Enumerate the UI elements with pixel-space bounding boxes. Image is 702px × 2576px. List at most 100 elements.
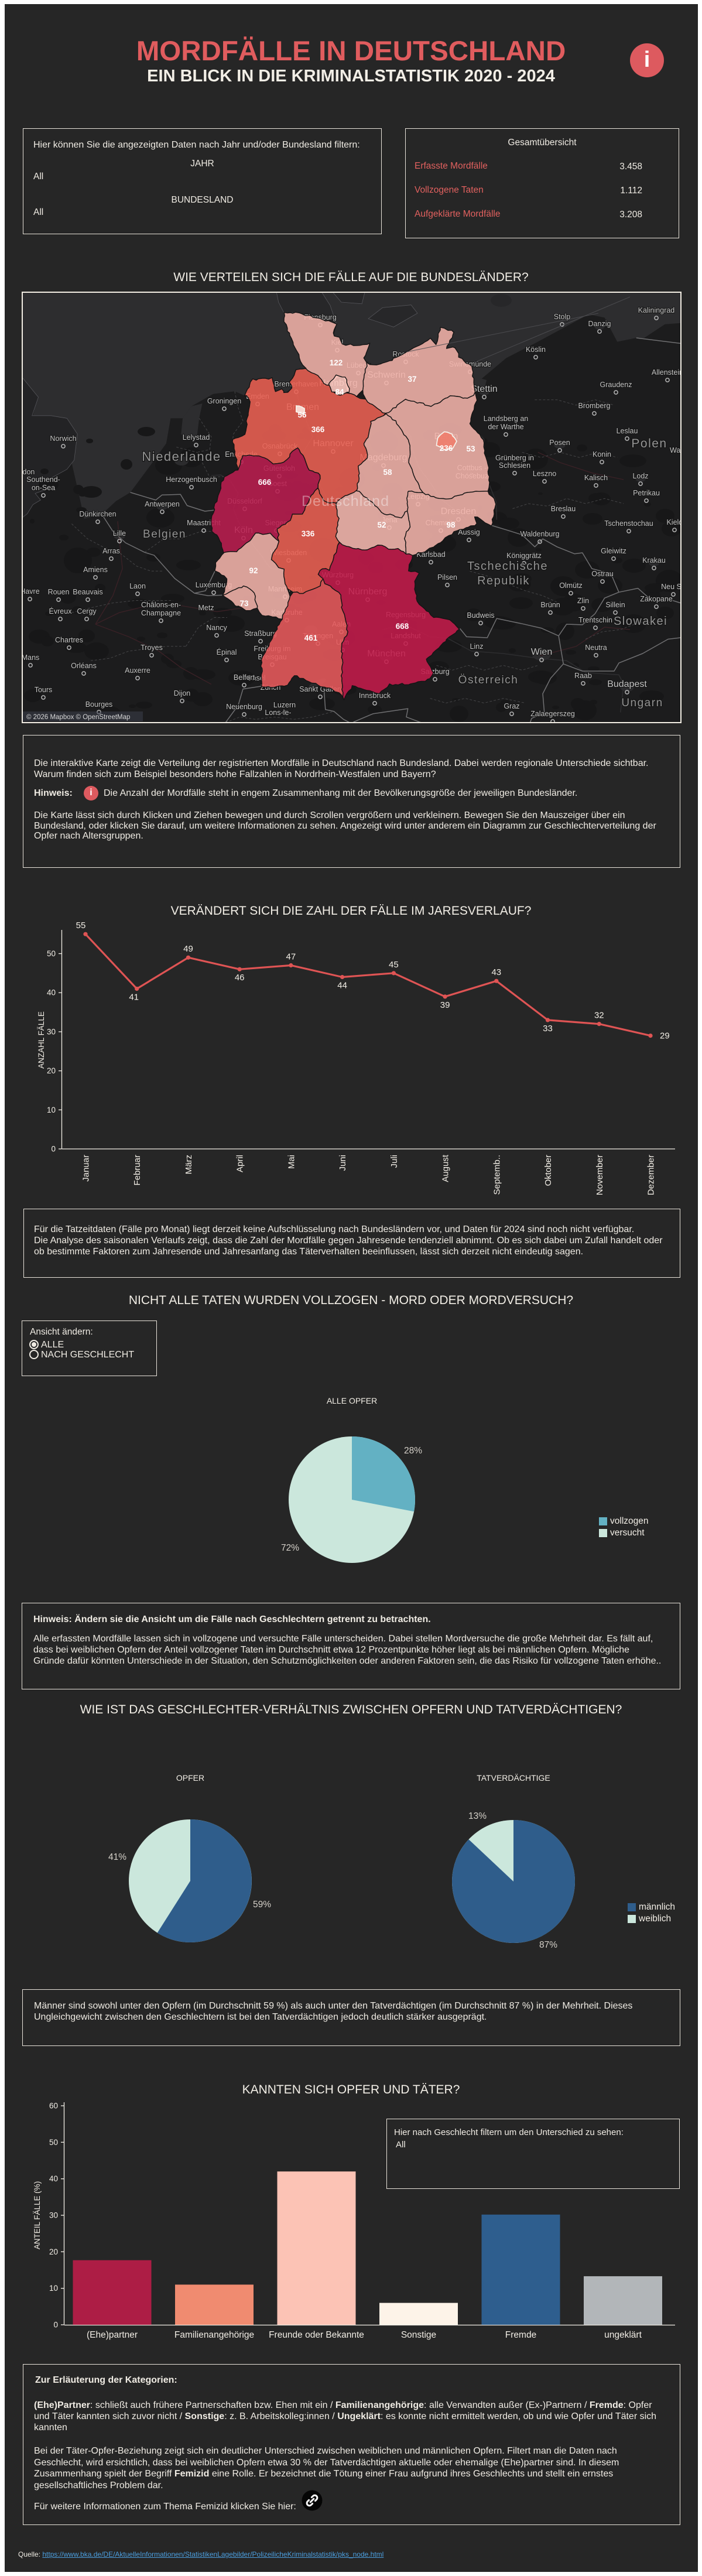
svg-text:Posen: Posen [549, 439, 570, 447]
svg-text:Polen: Polen [631, 437, 667, 450]
svg-text:53: 53 [466, 444, 475, 453]
svg-text:ANZAHL FÄLLE: ANZAHL FÄLLE [37, 1011, 46, 1069]
svg-text:Budweis: Budweis [467, 611, 494, 620]
svg-text:10: 10 [49, 2284, 58, 2293]
svg-text:50: 50 [47, 949, 56, 958]
svg-text:43: 43 [491, 967, 501, 977]
svg-text:August: August [441, 1154, 451, 1182]
svg-text:50: 50 [49, 2138, 58, 2147]
svg-text:Mans: Mans [23, 654, 39, 662]
svg-text:Oktober: Oktober [543, 1155, 553, 1186]
svg-text:Dezember: Dezember [646, 1155, 656, 1195]
svg-text:29: 29 [660, 1031, 670, 1041]
svg-text:33: 33 [543, 1024, 553, 1034]
svg-text:ondon: ondon [23, 468, 35, 476]
svg-text:666: 666 [258, 478, 272, 487]
svg-text:Luxemburg: Luxemburg [196, 581, 232, 589]
svg-text:Arras: Arras [102, 547, 120, 555]
svg-text:Groningen: Groningen [207, 397, 241, 405]
svg-text:Nancy: Nancy [206, 624, 227, 632]
svg-text:Rouen: Rouen [48, 588, 70, 596]
svg-text:Épinal: Épinal [217, 648, 237, 656]
svg-text:Stolp: Stolp [554, 313, 571, 321]
svg-text:668: 668 [396, 622, 409, 631]
svg-text:30: 30 [47, 1027, 56, 1036]
svg-text:Stettin: Stettin [471, 384, 497, 394]
svg-text:55: 55 [76, 921, 86, 930]
svg-text:Mai: Mai [286, 1155, 296, 1169]
svg-text:(Ehe)partner: (Ehe)partner [87, 2330, 138, 2340]
svg-text:45: 45 [389, 960, 399, 970]
svg-text:10: 10 [47, 1106, 56, 1114]
svg-text:92: 92 [249, 566, 258, 575]
svg-text:Aussig: Aussig [458, 528, 480, 536]
svg-text:Amiens: Amiens [83, 566, 108, 574]
svg-text:Köslin: Köslin [526, 345, 546, 354]
svg-text:Kaliningrad: Kaliningrad [638, 306, 675, 314]
svg-text:Antwerpen: Antwerpen [145, 500, 180, 508]
svg-text:Freunde oder Bekannte: Freunde oder Bekannte [269, 2330, 364, 2340]
svg-text:Cergy: Cergy [77, 607, 97, 615]
svg-text:Danzig: Danzig [588, 320, 611, 328]
svg-text:Lelystad: Lelystad [183, 433, 210, 442]
svg-text:Schlesien: Schlesien [499, 461, 530, 470]
svg-text:Leslau: Leslau [617, 427, 638, 435]
svg-text:Olmütz: Olmütz [559, 581, 583, 590]
svg-text:Juli: Juli [389, 1155, 399, 1168]
svg-text:Pilsen: Pilsen [437, 573, 457, 581]
svg-text:Ostrau: Ostrau [591, 570, 614, 578]
svg-text:Grünberg in: Grünberg in [495, 454, 534, 462]
svg-text:Neuenburg: Neuenburg [226, 703, 262, 711]
svg-text:Bourges: Bourges [85, 700, 113, 709]
svg-text:Trentschin: Trentschin [578, 616, 612, 624]
svg-text:Havre: Havre [23, 587, 40, 596]
svg-text:Bromberg: Bromberg [578, 402, 611, 410]
svg-text:Laon: Laon [129, 582, 146, 590]
svg-text:der Warthe: der Warthe [488, 423, 523, 431]
svg-text:44: 44 [337, 981, 347, 991]
svg-text:37: 37 [407, 375, 416, 384]
svg-text:Herzogenbusch: Herzogenbusch [166, 475, 217, 484]
svg-text:Krakau: Krakau [642, 556, 666, 565]
svg-text:Tschenstochau: Tschenstochau [604, 519, 653, 528]
svg-text:ANTEIL FÄLLE (%): ANTEIL FÄLLE (%) [33, 2181, 42, 2250]
svg-text:47: 47 [286, 952, 296, 962]
svg-text:39: 39 [440, 1000, 450, 1010]
svg-text:Luzern: Luzern [273, 701, 296, 709]
svg-text:Lons-le-: Lons-le- [265, 709, 291, 717]
svg-text:Österreich: Österreich [458, 674, 519, 686]
svg-text:ungeklärt: ungeklärt [604, 2330, 642, 2340]
svg-text:Republik: Republik [477, 574, 530, 587]
svg-text:Lille: Lille [113, 529, 126, 538]
svg-text:49: 49 [183, 944, 193, 954]
svg-text:Februar: Februar [132, 1155, 142, 1186]
svg-text:Norwich: Norwich [50, 435, 76, 443]
svg-text:Graudenz: Graudenz [600, 381, 632, 389]
svg-text:Warsch: Warsch [670, 446, 680, 454]
svg-text:Petrikau: Petrikau [633, 489, 660, 497]
svg-text:Konin: Konin [593, 450, 611, 459]
svg-text:Slowakei: Slowakei [614, 615, 667, 628]
svg-text:Dijon: Dijon [174, 689, 191, 697]
svg-text:Sonstige: Sonstige [401, 2330, 436, 2340]
svg-text:Tours: Tours [35, 686, 53, 694]
svg-text:Beauvais: Beauvais [73, 588, 102, 596]
svg-text:Königgrätz: Königgrätz [506, 552, 542, 560]
svg-text:Lodz: Lodz [632, 472, 648, 480]
svg-text:30: 30 [49, 2211, 58, 2220]
svg-text:Zakopane: Zakopane [640, 595, 673, 603]
svg-text:Deutschland: Deutschland [302, 493, 389, 509]
svg-text:Neu Sa: Neu Sa [661, 583, 680, 591]
svg-text:November: November [595, 1155, 605, 1195]
svg-text:Linz: Linz [470, 642, 484, 651]
svg-text:on-Sea: on-Sea [32, 484, 55, 492]
svg-text:84: 84 [335, 388, 344, 396]
svg-text:40: 40 [47, 988, 56, 997]
svg-text:60: 60 [49, 2102, 58, 2110]
svg-text:58: 58 [383, 468, 392, 477]
svg-text:April: April [235, 1155, 245, 1172]
svg-text:© 2026 Mapbox © OpenStreetMap: © 2026 Mapbox © OpenStreetMap [26, 714, 130, 721]
svg-text:Budapest: Budapest [607, 679, 647, 689]
svg-text:Champagne: Champagne [141, 609, 181, 617]
svg-text:Ungarn: Ungarn [621, 697, 663, 709]
